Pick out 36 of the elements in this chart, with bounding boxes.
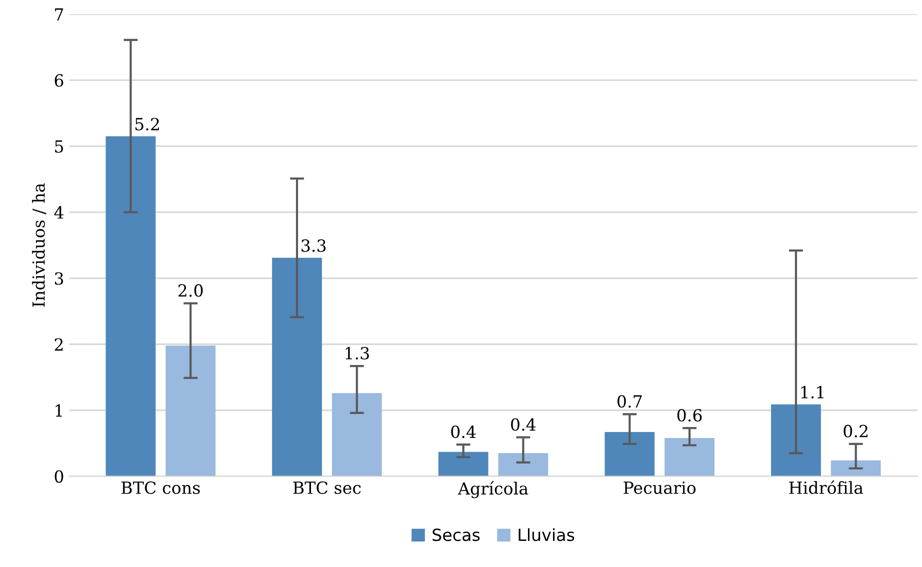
y-tick-label: 5 <box>55 140 63 153</box>
data-label: 0.2 <box>844 424 868 438</box>
y-axis-title: Individuos / ha <box>32 183 46 307</box>
data-label: 1.3 <box>346 346 369 360</box>
legend-label: Secas <box>432 528 480 542</box>
data-label: 5.2 <box>135 118 159 130</box>
data-label: 0.4 <box>451 425 476 438</box>
data-label: 1.1 <box>801 386 824 398</box>
bar <box>438 452 488 476</box>
y-tick-label: 1 <box>56 404 62 417</box>
y-tick-label: 2 <box>54 338 63 351</box>
data-label: 3.3 <box>302 239 326 252</box>
bar <box>771 404 821 476</box>
x-tick-label: BTC sec <box>293 481 361 494</box>
bar <box>498 453 548 476</box>
x-tick-label: BTC cons <box>122 481 200 494</box>
x-tick-label: Pecuario <box>624 482 696 494</box>
y-tick-label: 3 <box>54 272 64 285</box>
bar <box>604 432 655 476</box>
bar <box>272 258 322 476</box>
legend-label: Lluvias <box>518 528 574 542</box>
data-label: 2.0 <box>178 284 203 297</box>
y-tick-label: 6 <box>54 74 64 87</box>
bar <box>106 136 156 476</box>
x-tick-label: Hidrófila <box>789 480 864 494</box>
data-label: 0.4 <box>511 418 536 431</box>
y-tick-label: 4 <box>54 206 64 219</box>
bar <box>332 393 382 476</box>
bar <box>830 460 881 476</box>
x-tick-label: Agrícola <box>458 481 528 498</box>
y-tick-label: 7 <box>55 8 64 21</box>
bar <box>166 346 216 476</box>
data-label: 0.6 <box>677 408 702 422</box>
data-label: 0.7 <box>618 395 642 408</box>
bar <box>664 438 714 476</box>
y-tick-label: 0 <box>54 470 64 483</box>
